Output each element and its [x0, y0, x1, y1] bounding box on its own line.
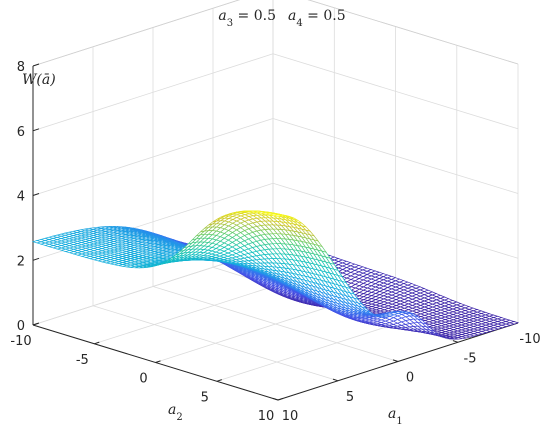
grid-line	[32, 118, 274, 196]
grid-lines	[32, 0, 519, 401]
z-tick-mark	[32, 257, 40, 261]
tick-labels: 0 2 4 6 8 -10 -5 0 5 10 -10 -5 0 5 10	[10, 60, 540, 424]
x-tick-mark	[272, 397, 279, 401]
z-tick-label: 6	[17, 125, 25, 140]
x-tick-label: -5	[464, 351, 477, 366]
y-tick-label: -10	[10, 334, 31, 349]
box-edge	[307, 0, 519, 65]
z-tick-label: 8	[17, 60, 25, 75]
chart-title: a3 = 0.5 a4 = 0.5	[218, 8, 345, 29]
y-tick-label: 0	[139, 372, 147, 387]
x-tick-label: 0	[406, 371, 414, 386]
x-tick-mark	[332, 378, 339, 382]
y-tick-label: 10	[258, 409, 275, 424]
grid-line	[272, 118, 519, 194]
grid-line	[32, 53, 274, 132]
z-tick-label: 0	[17, 319, 25, 334]
z-tick-mark	[32, 193, 40, 196]
z-tick-mark	[32, 63, 40, 67]
grid-line	[272, 53, 519, 130]
z-tick-label: 4	[17, 190, 25, 205]
grid-line	[272, 182, 519, 259]
z-tick-mark	[32, 128, 40, 132]
y-tick-mark	[155, 360, 161, 363]
y-tick-mark	[277, 397, 284, 401]
y-tick-mark	[216, 379, 222, 382]
y-tick-label: -5	[76, 353, 89, 368]
z-tick-label: 2	[17, 254, 25, 269]
y-tick-mark	[32, 322, 39, 326]
y-tick-label: 5	[201, 390, 209, 405]
x-axis-label: a1	[388, 406, 403, 427]
axes	[32, 63, 519, 401]
x-tick-label: 10	[282, 409, 299, 424]
y-axis-label: a2	[168, 402, 183, 423]
box-edge	[32, 0, 241, 67]
x-tick-label: 5	[346, 390, 354, 405]
surface-mesh	[31, 210, 520, 340]
surface-cell	[273, 214, 283, 218]
x-tick-mark	[452, 340, 459, 343]
y-tick-mark	[94, 341, 100, 345]
x-tick-label: -10	[519, 332, 540, 347]
z-axis-label: W(ā)	[22, 72, 56, 88]
x-tick-mark	[392, 359, 399, 362]
